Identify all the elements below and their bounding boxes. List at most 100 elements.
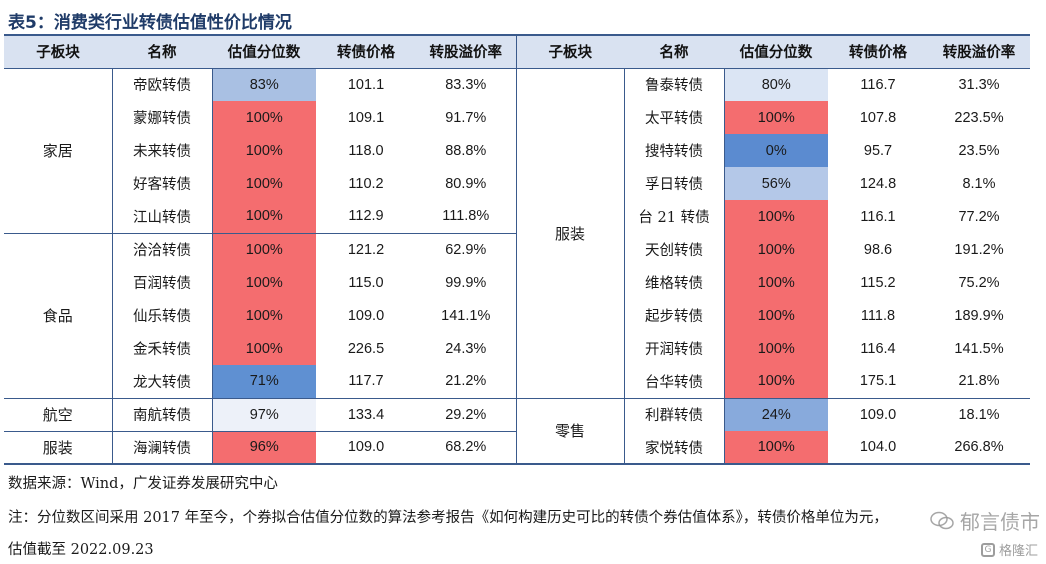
price-cell: 109.0 (347, 307, 385, 324)
price-cell: 95.7 (863, 142, 893, 159)
percentile-cell: 24% (724, 398, 828, 431)
bond-name-cell: 维格转债 (624, 266, 725, 299)
table-row: 蒙娜转债 100% 109.1 91.7% 太平转债 100% 107.8 223.5% (4, 101, 1030, 134)
bond-name-cell: 百润转债 (112, 266, 213, 299)
header-percentile: 估值分位数 (212, 34, 316, 69)
bond-name-cell: 帝欧转债 (112, 68, 213, 101)
premium-cell: 99.9% (416, 266, 517, 299)
bond-name-cell: 未来转债 (112, 134, 213, 167)
price-cell: 101.1 (347, 76, 385, 93)
price-cell: 112.9 (316, 200, 416, 234)
table-row: 未来转债 100% 118.0 88.8% 搜特转债 0% 95.7 23.5% (4, 134, 1030, 167)
price-cell: 226.5 (347, 340, 385, 357)
price-cell: 117.7 (316, 365, 416, 399)
price-cell: 116.4 (860, 340, 896, 357)
bond-name-cell: 江山转债 (112, 200, 213, 234)
table-row: 家居 帝欧转债 83% 101.1 83.3% 服装 鲁泰转债 80% 116.7 31.3% (4, 68, 1030, 399)
percentile-cell: 100% (724, 266, 828, 299)
bond-name-cell: 开润转债 (624, 332, 725, 365)
sector-cell: 服装 (516, 68, 625, 399)
premium-cell: 80.9% (416, 167, 517, 200)
percentile-cell: 100% (212, 233, 316, 266)
table-row: 航空 南航转债 97% 133.4 29.2% 零售 利群转债 24% 109.0 18.1% (4, 398, 1030, 465)
bond-name-cell: 龙大转债 (112, 365, 213, 399)
premium-cell: 141.5% (954, 340, 1004, 357)
percentile-cell: 97% (212, 398, 316, 432)
bond-name-cell: 孚日转债 (624, 167, 725, 200)
valuation-date-note: 估值截至 2022.09.23 (8, 542, 154, 558)
percentile-cell: 100% (724, 101, 828, 134)
bond-name-cell: 搜特转债 (624, 134, 725, 167)
methodology-note: 注：分位数区间采用 2017 年至今，个券拟合估值分位数的算法参考报告《如何构建… (8, 510, 888, 526)
data-source-note: 数据来源：Wind，广发证券发展研究中心 (8, 476, 278, 492)
bond-name-cell: 太平转债 (624, 101, 725, 134)
premium-cell: 191.2% (954, 241, 1004, 258)
percentile-cell: 56% (724, 167, 828, 200)
premium-cell: 8.1% (962, 175, 996, 192)
site-logo-icon: G (980, 542, 995, 557)
percentile-cell: 100% (212, 167, 316, 200)
header-premium: 转股溢价率 (928, 34, 1030, 69)
price-cell: 104.0 (828, 431, 928, 465)
percentile-cell: 100% (724, 200, 828, 233)
bond-name-cell: 蒙娜转债 (112, 101, 213, 134)
header-sector: 子板块 (516, 34, 624, 69)
price-cell: 98.6 (863, 241, 893, 258)
bond-name-cell: 台华转债 (624, 365, 725, 399)
wechat-icon (930, 511, 954, 531)
bond-name-cell: 洽洽转债 (112, 233, 213, 266)
premium-cell: 189.9% (954, 307, 1004, 324)
table-row: 食品 洽洽转债 100% 121.2 62.9% 天创转债 100% 98.6 191.2% (4, 233, 1030, 399)
bond-name-cell: 仙乐转债 (112, 299, 213, 332)
sector-cell: 家居 (4, 68, 113, 234)
price-cell: 124.8 (859, 175, 897, 192)
bond-name-cell: 家悦转债 (624, 431, 725, 465)
price-cell: 115.0 (348, 274, 384, 291)
premium-cell: 62.9% (416, 233, 517, 266)
percentile-cell: 100% (724, 332, 828, 365)
sector-cell: 服装 (4, 431, 113, 465)
premium-cell: 141.1% (416, 299, 517, 332)
price-cell: 111.8 (860, 307, 896, 324)
header-name: 名称 (112, 34, 212, 69)
header-percentile: 估值分位数 (724, 34, 828, 69)
percentile-cell: 100% (724, 365, 828, 399)
percentile-cell: 100% (212, 299, 316, 332)
table-row: 江山转债 100% 112.9 111.8% 台 21 转债 100% 116.1 77.2% (4, 200, 1030, 234)
premium-cell: 23.5% (958, 142, 1000, 159)
price-cell: 116.7 (860, 76, 896, 93)
percentile-cell: 100% (724, 431, 828, 465)
table-row: 服装 海澜转债 96% 109.0 68.2% 家悦转债 100% 104.0 266.8% (4, 431, 1030, 465)
watermark-account: 郁言债市 (960, 510, 1040, 534)
price-cell: 109.1 (347, 109, 385, 126)
bond-name-cell: 金禾转债 (112, 332, 213, 365)
sector-cell: 零售 (516, 398, 625, 465)
premium-cell: 111.8% (416, 200, 517, 234)
premium-cell: 21.8% (928, 365, 1030, 399)
premium-cell: 29.2% (416, 398, 517, 432)
sector-cell: 食品 (4, 233, 113, 399)
percentile-cell: 96% (212, 431, 316, 465)
bond-name-cell: 好客转债 (112, 167, 213, 200)
premium-cell: 83.3% (416, 68, 517, 101)
percentile-cell: 83% (212, 68, 316, 101)
price-cell: 115.2 (860, 274, 896, 291)
price-cell: 109.0 (859, 406, 897, 423)
price-cell: 118.0 (348, 142, 384, 159)
header-price: 转债价格 (316, 34, 416, 69)
premium-cell: 266.8% (928, 431, 1030, 465)
price-cell: 116.1 (860, 208, 896, 225)
price-cell: 175.1 (828, 365, 928, 399)
header-premium: 转股溢价率 (416, 34, 517, 69)
percentile-cell: 0% (724, 134, 828, 167)
price-cell: 109.0 (316, 431, 416, 465)
table-title: 表5：消费类行业转债估值性价比情况 (8, 12, 292, 33)
premium-cell: 88.8% (416, 134, 517, 167)
price-cell: 133.4 (316, 398, 416, 432)
premium-cell: 223.5% (954, 109, 1004, 126)
price-cell: 107.8 (859, 109, 897, 126)
valuation-table-container: 子板块 名称 估值分位数 转债价格 转股溢价率 子板块 名称 估值分位数 转债价… (4, 34, 1030, 465)
percentile-cell: 71% (212, 365, 316, 399)
table-row: 好客转债 100% 110.2 80.9% 孚日转债 56% 124.8 8.1% (4, 167, 1030, 200)
bond-name-cell: 起步转债 (624, 299, 725, 332)
